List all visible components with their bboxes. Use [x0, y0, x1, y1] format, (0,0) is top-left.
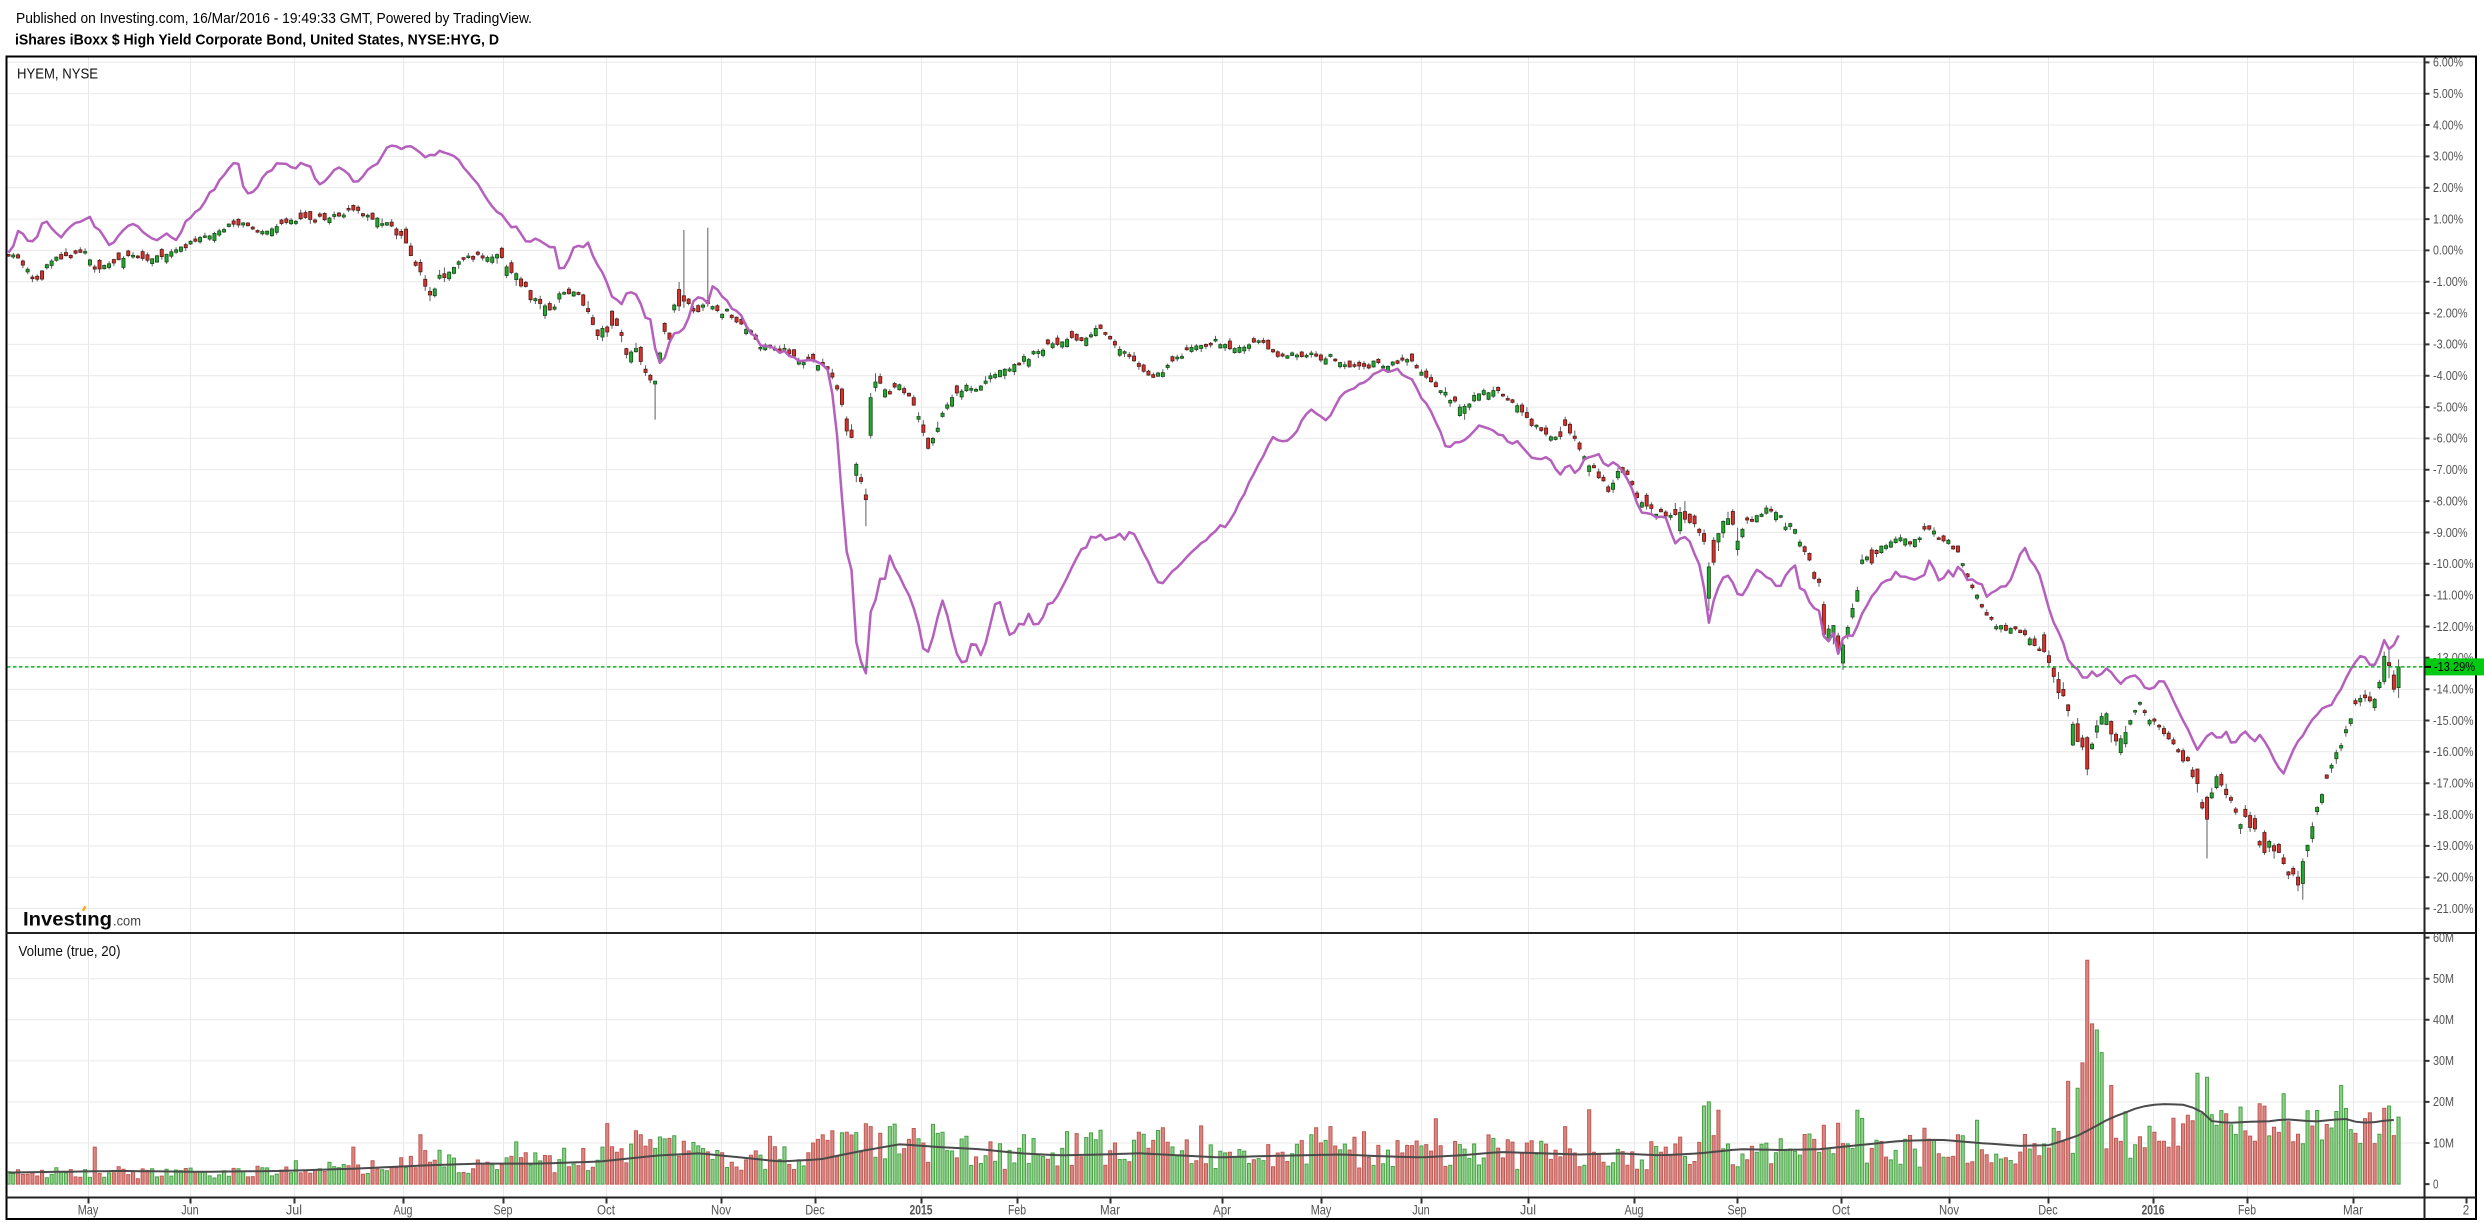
svg-text:-12.00%: -12.00% — [2433, 620, 2474, 634]
svg-text:May: May — [1311, 1202, 1332, 1218]
svg-text:5.00%: 5.00% — [2433, 87, 2463, 101]
svg-text:-10.00%: -10.00% — [2433, 557, 2474, 571]
svg-text:2016: 2016 — [2142, 1202, 2165, 1218]
svg-text:Aug: Aug — [1625, 1202, 1644, 1218]
svg-text:50M: 50M — [2433, 972, 2454, 986]
svg-text:-20.00%: -20.00% — [2433, 871, 2474, 885]
svg-text:3.00%: 3.00% — [2433, 150, 2463, 164]
svg-text:60M: 60M — [2433, 931, 2454, 945]
svg-text:30M: 30M — [2433, 1054, 2454, 1068]
svg-text:6.00%: 6.00% — [2433, 56, 2463, 70]
svg-text:-16.00%: -16.00% — [2433, 745, 2474, 759]
svg-text:10M: 10M — [2433, 1136, 2454, 1150]
svg-text:-1.00%: -1.00% — [2433, 275, 2468, 289]
svg-text:4.00%: 4.00% — [2433, 118, 2463, 132]
svg-text:-3.00%: -3.00% — [2433, 338, 2468, 352]
svg-text:Jun: Jun — [181, 1202, 199, 1218]
svg-text:.com: .com — [113, 913, 141, 929]
svg-text:-8.00%: -8.00% — [2433, 494, 2468, 508]
svg-text:-13.29%: -13.29% — [2434, 660, 2475, 674]
svg-text:-18.00%: -18.00% — [2433, 808, 2474, 822]
svg-text:0.00%: 0.00% — [2433, 244, 2463, 258]
svg-text:-21.00%: -21.00% — [2433, 902, 2474, 916]
svg-text:May: May — [78, 1202, 99, 1218]
svg-text:-11.00%: -11.00% — [2433, 588, 2474, 602]
svg-text:Feb: Feb — [2238, 1202, 2256, 1218]
svg-text:40M: 40M — [2433, 1013, 2454, 1027]
svg-text:Sep: Sep — [1728, 1202, 1747, 1218]
svg-text:Mar: Mar — [2343, 1202, 2363, 1218]
svg-text:Jun: Jun — [1412, 1202, 1430, 1218]
svg-text:-17.00%: -17.00% — [2433, 777, 2474, 791]
svg-text:Investıng: Investıng — [23, 909, 112, 931]
svg-text:-19.00%: -19.00% — [2433, 839, 2474, 853]
svg-text:iShares iBoxx $ High Yield Cor: iShares iBoxx $ High Yield Corporate Bon… — [15, 32, 499, 49]
svg-text:Dec: Dec — [805, 1202, 825, 1218]
svg-text:Nov: Nov — [711, 1202, 731, 1218]
svg-text:1.00%: 1.00% — [2433, 212, 2463, 226]
svg-text:-14.00%: -14.00% — [2433, 683, 2474, 697]
svg-text:-2.00%: -2.00% — [2433, 306, 2468, 320]
svg-text:Nov: Nov — [1939, 1202, 1959, 1218]
svg-text:Dec: Dec — [2038, 1202, 2058, 1218]
svg-text:Feb: Feb — [1008, 1202, 1026, 1218]
svg-text:HYEM, NYSE: HYEM, NYSE — [17, 66, 98, 83]
svg-text:-7.00%: -7.00% — [2433, 463, 2468, 477]
svg-text:-4.00%: -4.00% — [2433, 369, 2468, 383]
svg-text:Apr: Apr — [1213, 1202, 1231, 1218]
svg-text:-15.00%: -15.00% — [2433, 714, 2474, 728]
svg-text:2.00%: 2.00% — [2433, 181, 2463, 195]
svg-text:Aug: Aug — [394, 1202, 413, 1218]
svg-text:Volume (true, 20): Volume (true, 20) — [19, 943, 121, 960]
svg-text:2: 2 — [2463, 1202, 2470, 1218]
svg-text:0: 0 — [2433, 1177, 2439, 1191]
svg-text:-6.00%: -6.00% — [2433, 432, 2468, 446]
svg-text:-9.00%: -9.00% — [2433, 526, 2468, 540]
svg-text:Oct: Oct — [1832, 1202, 1850, 1218]
svg-text:Published on Investing.com, 16: Published on Investing.com, 16/Mar/2016 … — [16, 10, 532, 27]
svg-text:Jul: Jul — [286, 1202, 302, 1218]
svg-text:Jul: Jul — [1520, 1202, 1536, 1218]
svg-text:Sep: Sep — [494, 1202, 513, 1218]
svg-text:Oct: Oct — [597, 1202, 615, 1218]
svg-text:20M: 20M — [2433, 1095, 2454, 1109]
svg-text:Mar: Mar — [1100, 1202, 1120, 1218]
svg-text:-5.00%: -5.00% — [2433, 400, 2468, 414]
svg-text:2015: 2015 — [910, 1202, 933, 1218]
